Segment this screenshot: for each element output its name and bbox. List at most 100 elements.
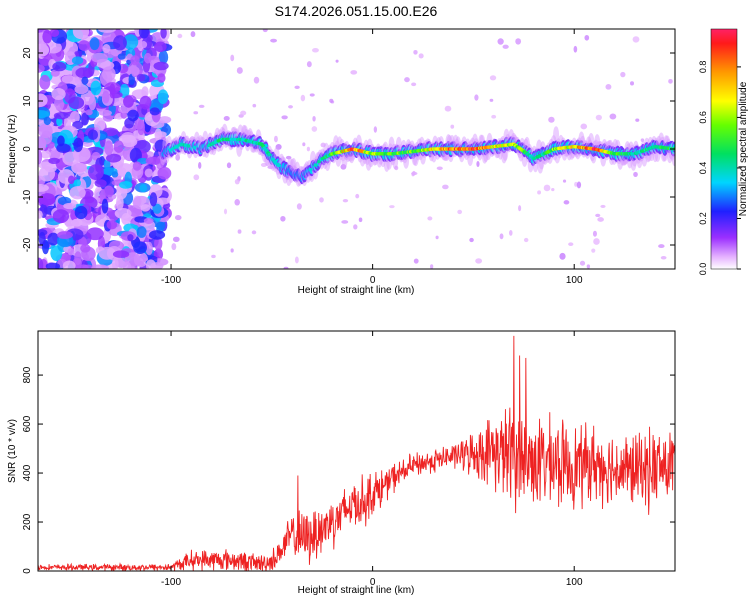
noise-cell <box>155 221 166 231</box>
noise-cell <box>113 140 124 153</box>
snr-frame <box>37 330 676 572</box>
noise-cell <box>158 50 169 65</box>
noise-cell <box>40 150 51 159</box>
noise-cell <box>38 123 53 139</box>
speckle-cell <box>280 215 286 222</box>
noise-cell <box>50 69 60 77</box>
speckle-cell <box>175 154 181 161</box>
signal-peak <box>267 152 272 157</box>
signal-peak <box>186 144 191 148</box>
noise-cell <box>104 140 114 156</box>
noise-cell <box>98 29 117 33</box>
noise-cell <box>85 109 93 116</box>
speckle-cell <box>251 230 257 235</box>
noise-cell <box>73 179 82 187</box>
noise-cell <box>71 219 79 227</box>
noise-cell <box>62 260 76 269</box>
speckle-cell <box>350 70 358 75</box>
noise-cell <box>119 181 133 189</box>
signal-peak <box>630 152 635 156</box>
speckle-cell <box>469 237 474 243</box>
noise-cell <box>42 29 53 44</box>
snr-x-ticks: -100 0 100 <box>161 331 583 588</box>
speckle-cell <box>548 116 555 123</box>
noise-cell <box>74 205 88 220</box>
noise-cell <box>94 179 107 188</box>
snr-y-ticks: 0 200 400 600 800 <box>22 366 675 574</box>
noise-cell <box>90 80 102 96</box>
colorbar-ticks: 0.0 0.2 0.4 0.6 0.8 <box>698 61 741 276</box>
speckle-cell <box>475 258 483 264</box>
noise-cell <box>145 259 156 269</box>
speckle-cell <box>335 59 339 63</box>
speckle-cell <box>281 115 288 120</box>
noise-cell <box>154 236 163 251</box>
noise-cell <box>88 96 97 111</box>
speckle-cell <box>435 235 439 240</box>
snr-series-line <box>38 335 675 571</box>
noise-cell <box>38 110 50 119</box>
speckle-cell <box>640 138 645 142</box>
noise-cell <box>88 164 104 181</box>
speckle-cell <box>591 248 596 253</box>
colorbar-tick-label: 0.0 <box>698 263 708 276</box>
chart-title: S174.2026.051.15.00.E26 <box>275 3 438 19</box>
spectrogram-y-tick-label: -10 <box>22 189 33 204</box>
spectrogram-x-label: Height of straight line (km) <box>298 285 415 296</box>
spectrogram-x-tick-label: 100 <box>566 275 583 286</box>
speckle-cell <box>342 199 349 203</box>
noise-cell <box>130 62 138 77</box>
speckle-cell <box>584 34 590 41</box>
speckle-cell <box>568 242 574 246</box>
noise-cell <box>68 96 85 110</box>
speckle-cell <box>450 124 455 129</box>
speckle-cell <box>311 48 319 53</box>
noise-cell <box>91 264 110 269</box>
noise-cell <box>38 183 49 192</box>
speckle-cell <box>309 93 315 97</box>
spectrogram-cells <box>38 29 675 269</box>
speckle-cell <box>253 76 260 84</box>
speckle-cell <box>632 36 640 43</box>
colorbar: 0.0 0.2 0.4 0.6 0.8 Normalized spectral ampl… <box>698 28 749 276</box>
colorbar-label: Normalized spectral amplitude <box>738 81 749 216</box>
noise-cell <box>123 95 134 108</box>
speckle-cell <box>353 224 358 230</box>
noise-cell <box>38 166 56 182</box>
noise-cell <box>157 166 172 180</box>
speckle-cell <box>236 67 243 74</box>
noise-cell <box>130 55 140 66</box>
noise-cell <box>153 41 167 53</box>
speckle-cell <box>609 113 617 120</box>
noise-cell <box>38 210 43 219</box>
speckle-cell <box>193 174 200 181</box>
colorbar-tick-label: 0.8 <box>698 61 708 74</box>
noise-cell <box>149 192 158 207</box>
colorbar-tick-label: 0.4 <box>698 162 708 175</box>
speckle-cell <box>262 29 268 33</box>
noise-cell <box>139 95 152 110</box>
speckle-cell <box>593 238 600 245</box>
noise-cell <box>136 226 147 238</box>
speckle-cell <box>177 33 183 39</box>
spectrogram-x-tick-label: -100 <box>161 275 181 286</box>
signal-peak <box>277 163 282 168</box>
spectrogram-y-ticks: -20 -10 0 10 20 <box>22 47 675 252</box>
noise-cell <box>111 258 119 269</box>
noise-cell <box>136 73 146 82</box>
colorbar-tick-label: 0.6 <box>698 111 708 124</box>
noise-cell <box>154 128 162 141</box>
noise-cell <box>145 241 153 256</box>
snr-x-label: Height of straight line (km) <box>298 585 415 596</box>
speckle-cell <box>592 230 597 237</box>
spectrogram-x-tick-label: 0 <box>370 275 376 286</box>
speckle-cell <box>312 115 316 122</box>
speckle-cell <box>635 118 640 122</box>
noise-cell <box>48 157 60 165</box>
noise-cell <box>73 137 84 152</box>
noise-cell <box>145 156 161 165</box>
speckle-cell <box>302 142 306 147</box>
speckle-cell <box>311 126 318 132</box>
noise-cell <box>121 136 138 148</box>
noise-cell <box>72 162 88 173</box>
